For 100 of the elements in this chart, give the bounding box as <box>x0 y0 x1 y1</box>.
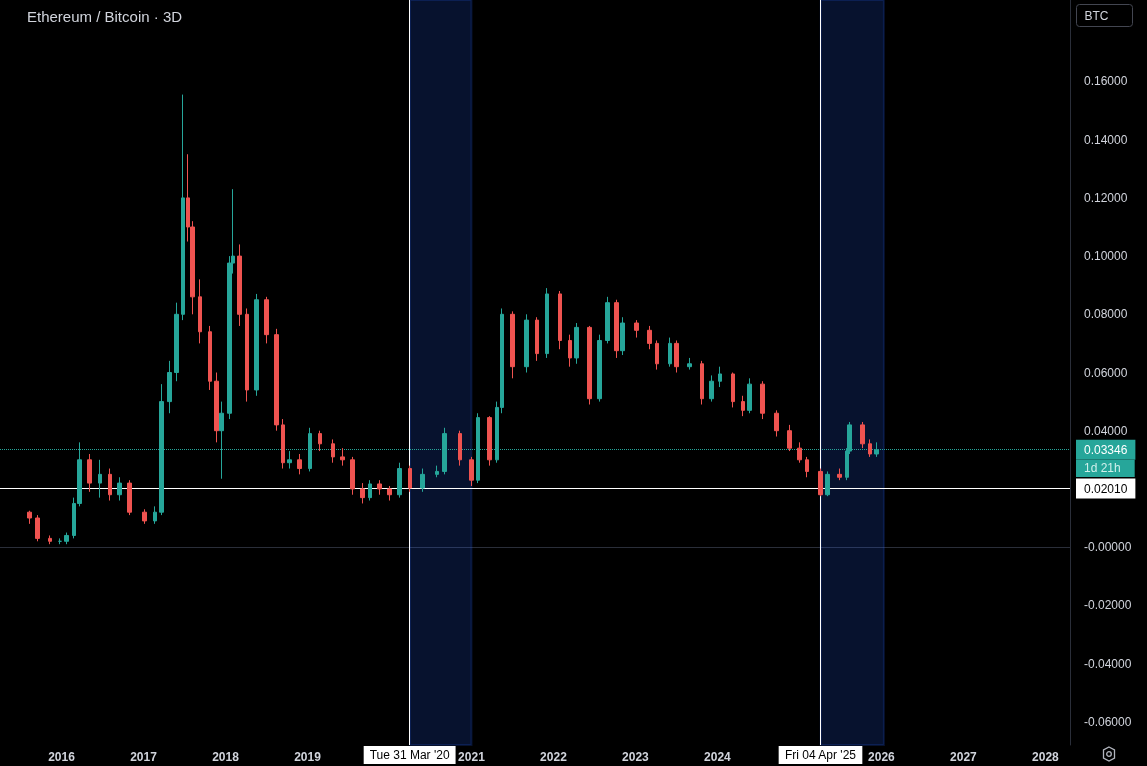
candlestick <box>318 430 322 452</box>
candlestick <box>568 334 572 368</box>
candlestick <box>331 438 335 464</box>
candlestick <box>397 462 402 499</box>
candlestick <box>98 459 102 499</box>
x-tick-label: 2023 <box>622 750 650 764</box>
text: BTC <box>1084 8 1109 23</box>
y-tick-label: 0.12000 <box>1084 190 1128 205</box>
candlestick <box>297 453 302 475</box>
candlestick <box>731 372 735 408</box>
candlestick <box>510 310 515 379</box>
ref-line-label: Fri 04 Apr '25 <box>785 748 857 762</box>
candlestick <box>153 505 157 525</box>
y-tick-label: 0.16000 <box>1084 74 1128 89</box>
y-tick-label: -0.06000 <box>1084 714 1132 729</box>
candlestick <box>254 293 259 397</box>
y-tick-label: -0.00000 <box>1084 540 1132 555</box>
candlestick <box>174 302 179 382</box>
candlestick <box>535 316 539 362</box>
candlestick <box>281 418 285 470</box>
text: Ethereum / Bitcoin · 3D <box>27 8 183 25</box>
candlestick <box>655 339 659 371</box>
candlestick <box>48 534 52 545</box>
candlestick <box>408 465 412 493</box>
x-tick-label: 2021 <box>458 750 486 764</box>
candlestick <box>709 374 714 403</box>
ref-line-label: 0.02010 <box>1084 481 1128 496</box>
candlestick <box>741 395 745 417</box>
candlestick <box>117 476 122 502</box>
candlestick <box>597 334 602 403</box>
y-tick-label: 0.06000 <box>1084 365 1128 380</box>
candlestick <box>797 441 802 464</box>
candlestick <box>387 485 392 502</box>
x-tick-label: 2027 <box>950 750 978 764</box>
candlestick <box>605 296 610 344</box>
candlestick <box>458 430 462 467</box>
candlestick <box>108 468 112 502</box>
y-tick-label: 0.08000 <box>1084 307 1128 322</box>
candlestick <box>614 299 619 359</box>
candlestick <box>198 278 202 344</box>
candlestick <box>718 366 722 388</box>
candlestick <box>774 409 779 438</box>
candlestick <box>558 290 562 350</box>
candlestick <box>214 372 219 443</box>
y-tick-label: -0.02000 <box>1084 598 1132 613</box>
candlestick <box>860 421 865 449</box>
candlestick <box>360 482 365 504</box>
candlestick <box>377 479 382 496</box>
candlestick <box>805 456 809 478</box>
y-tick-label: 0.10000 <box>1084 249 1128 264</box>
candlestick <box>787 424 792 452</box>
candlestick <box>674 339 679 373</box>
x-tick-label: 2018 <box>212 750 240 764</box>
candlestick <box>350 456 355 496</box>
ref-line-label: Tue 31 Mar '20 <box>369 748 450 762</box>
x-tick-label: 2016 <box>48 750 76 764</box>
x-tick-label: 2028 <box>1032 750 1060 764</box>
y-tick-label: -0.04000 <box>1084 656 1132 671</box>
candlestick <box>27 510 32 525</box>
candlestick <box>574 322 579 365</box>
candlestick <box>825 470 830 497</box>
candlestick <box>142 508 147 525</box>
candlestick <box>818 468 823 497</box>
candlestick <box>837 468 842 481</box>
candlestick <box>634 319 639 339</box>
candlestick <box>668 337 672 368</box>
candlestick <box>700 360 704 406</box>
candlestick <box>647 325 652 350</box>
candlestick <box>469 456 474 487</box>
candlestick <box>545 287 549 359</box>
candlestick <box>167 360 172 414</box>
candlestick <box>747 377 752 414</box>
candlestick <box>181 94 185 321</box>
x-tick-label: 2024 <box>704 750 732 764</box>
candlestick <box>208 325 212 391</box>
candlestick <box>368 479 372 502</box>
ref-line-label: 0.03346 <box>1084 442 1128 457</box>
candlestick <box>64 532 69 545</box>
candlestick <box>524 313 529 373</box>
candlestick <box>264 296 269 344</box>
x-tick-label: 2019 <box>294 750 322 764</box>
candlestick <box>245 307 249 403</box>
y-tick-label: 0.04000 <box>1084 423 1128 438</box>
candlestick <box>620 316 625 356</box>
candlestick <box>237 243 242 327</box>
candlestick <box>868 438 872 458</box>
candlestick <box>587 325 592 406</box>
candlestick <box>340 447 345 467</box>
text: 1d 21h <box>1084 461 1121 475</box>
candlestick <box>760 380 765 420</box>
candlestick <box>435 465 439 478</box>
candlestick <box>274 328 279 432</box>
x-tick-label: 2026 <box>868 750 896 764</box>
candlestick <box>487 415 492 467</box>
candlestick <box>35 514 40 542</box>
y-tick-label: 0.14000 <box>1084 132 1128 147</box>
candlestick <box>420 468 425 493</box>
candlestick <box>687 357 692 371</box>
candlestick <box>287 450 292 470</box>
x-tick-label: 2022 <box>540 750 568 764</box>
